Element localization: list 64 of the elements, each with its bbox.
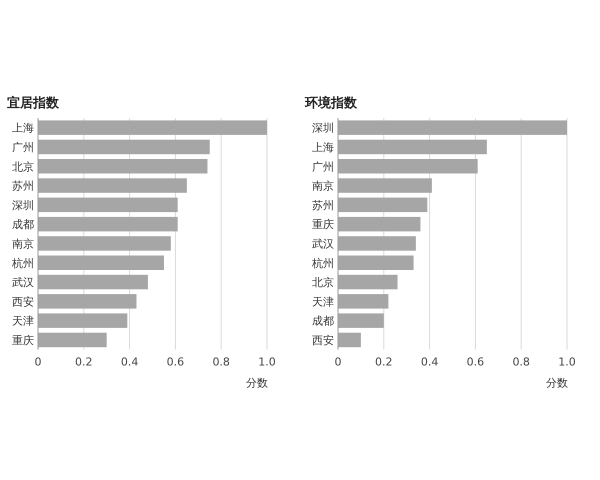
y-tick-label: 上海	[12, 122, 34, 135]
bar	[338, 159, 478, 174]
bar	[38, 294, 136, 309]
bar	[338, 294, 388, 309]
y-tick-label: 苏州	[312, 198, 334, 212]
bar	[338, 198, 428, 212]
bar	[338, 256, 414, 270]
y-tick-label: 重庆	[312, 218, 334, 232]
bar	[338, 274, 398, 290]
x-tick-label: 0.6	[166, 356, 184, 369]
bar	[38, 120, 267, 135]
y-tick-label: 深圳	[312, 122, 334, 135]
x-axis-title: 分数	[246, 376, 268, 390]
y-tick-label: 北京	[12, 160, 34, 174]
bar	[338, 332, 361, 348]
y-tick-label: 杭州	[311, 256, 334, 270]
x-tick-label: 0.6	[466, 356, 484, 369]
y-tick-label: 苏州	[12, 180, 34, 193]
x-tick-label: 0	[34, 356, 42, 369]
bar	[338, 140, 487, 154]
y-tick-label: 武汉	[312, 237, 334, 250]
bar	[338, 178, 432, 193]
x-tick-label: 0.4	[120, 356, 138, 369]
chart-title: 宜居指数	[7, 95, 60, 111]
x-tick-label: 0.8	[212, 356, 230, 369]
y-tick-label: 西安	[312, 334, 334, 347]
x-tick-label: 1.0	[258, 356, 276, 369]
y-tick-label: 重庆	[12, 334, 34, 347]
y-tick-label: 成都	[312, 314, 334, 328]
y-tick-label: 上海	[312, 140, 334, 154]
x-tick-label: 0.2	[75, 356, 93, 369]
bar	[38, 140, 210, 154]
bar	[38, 236, 171, 251]
bar	[38, 198, 178, 212]
bar	[338, 216, 420, 232]
y-tick-label: 杭州	[11, 256, 34, 270]
bar	[38, 178, 187, 193]
bar	[38, 313, 128, 328]
chart-title: 环境指数	[304, 95, 358, 111]
x-axis-title: 分数	[546, 376, 568, 390]
y-tick-label: 武汉	[12, 276, 34, 290]
x-tick-label: 0	[334, 356, 342, 369]
y-tick-label: 成都	[12, 218, 34, 232]
y-tick-label: 广州	[12, 140, 34, 154]
bar	[338, 313, 384, 328]
bar	[38, 216, 178, 232]
bar	[38, 274, 148, 290]
bar	[38, 256, 164, 270]
y-tick-label: 西安	[12, 295, 34, 308]
y-tick-label: 北京	[312, 276, 334, 290]
y-tick-label: 天津	[12, 314, 34, 328]
y-tick-label: 南京	[12, 237, 34, 250]
x-tick-label: 1.0	[558, 356, 576, 369]
bar	[338, 120, 567, 135]
y-tick-label: 广州	[312, 160, 334, 174]
bar	[38, 332, 107, 348]
x-tick-label: 0.8	[512, 356, 530, 369]
y-tick-label: 南京	[312, 180, 334, 193]
bar	[338, 236, 416, 251]
bar	[38, 159, 208, 174]
x-tick-label: 0.2	[375, 356, 393, 369]
x-tick-label: 0.4	[420, 356, 438, 369]
y-tick-label: 天津	[312, 295, 334, 308]
y-tick-label: 深圳	[12, 198, 34, 212]
